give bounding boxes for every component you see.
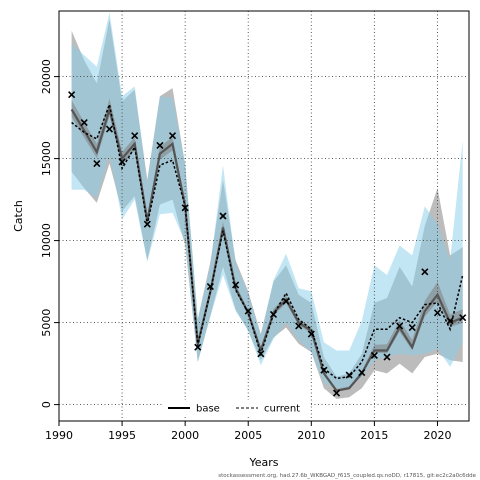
- legend-label-base: base: [196, 404, 220, 415]
- observation-marker: [332, 389, 341, 397]
- observation-marker: [156, 141, 164, 150]
- observation-marker: [307, 330, 315, 338]
- observation-marker: [143, 220, 151, 228]
- observation-marker: [408, 323, 416, 332]
- observation-marker: [68, 91, 76, 99]
- observation-marker: [219, 212, 227, 220]
- x-tick-label: 2015: [360, 429, 388, 442]
- observation-marker: [93, 159, 101, 168]
- observation-marker: [232, 281, 240, 289]
- y-tick-label: 5000: [40, 309, 53, 337]
- observation-marker: [396, 322, 404, 330]
- observation-marker: [446, 317, 454, 325]
- observation-marker: [131, 132, 139, 140]
- x-tick-label: 2005: [234, 429, 262, 442]
- observation-marker: [433, 309, 442, 317]
- observation-marker: [257, 350, 265, 358]
- observation-marker: [421, 268, 429, 276]
- observation-marker: [194, 343, 202, 351]
- x-tick-label: 2020: [423, 429, 451, 442]
- observation-marker: [282, 297, 290, 305]
- y-tick-label: 10000: [40, 223, 53, 258]
- observation-marker: [181, 204, 189, 212]
- observation-marker: [105, 125, 114, 133]
- y-tick-label: 0: [40, 401, 53, 408]
- y-axis-ticks: 0 5000 10000 15000 20000: [40, 59, 59, 408]
- x-axis-title: Years: [248, 456, 278, 469]
- y-tick-label: 20000: [40, 59, 53, 94]
- band-current: [71, 12, 463, 389]
- x-tick-label: 2010: [297, 429, 325, 442]
- legend-label-current: current: [264, 404, 300, 415]
- observation-markers: [68, 91, 467, 397]
- x-tick-label: 1995: [108, 429, 136, 442]
- confidence-bands: [71, 12, 463, 399]
- observation-marker: [370, 351, 378, 359]
- observation-marker: [459, 314, 467, 322]
- observation-marker: [206, 282, 214, 291]
- y-tick-label: 15000: [40, 141, 53, 176]
- observation-marker: [80, 118, 88, 127]
- x-tick-label: 2000: [171, 429, 199, 442]
- observation-marker: [358, 369, 366, 377]
- legend: base current: [162, 400, 310, 415]
- observation-marker: [118, 158, 126, 166]
- observation-marker: [345, 371, 353, 379]
- x-tick-label: 1990: [45, 429, 73, 442]
- observation-marker: [295, 322, 303, 330]
- y-axis-title: Catch: [12, 200, 25, 232]
- observation-marker: [244, 307, 252, 315]
- x-axis-ticks: 1990 1995 2000 2005 2010 2015 2020: [45, 421, 451, 442]
- plot-frame: [58, 10, 470, 422]
- observation-marker: [320, 366, 328, 374]
- observation-marker: [383, 353, 391, 361]
- footnote: stockassessment.org, had.27.6b_WKBGAD_f6…: [218, 473, 476, 479]
- observation-marker: [168, 132, 177, 140]
- series-lines: [70, 101, 464, 392]
- observation-marker: [269, 310, 278, 318]
